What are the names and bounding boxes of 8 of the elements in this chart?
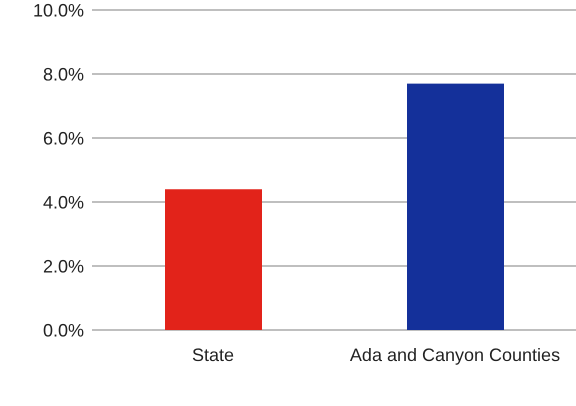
x-tick-label: Ada and Canyon Counties <box>350 344 560 365</box>
x-tick-label: State <box>192 344 234 365</box>
y-tick-label: 4.0% <box>42 192 84 212</box>
y-tick-label: 2.0% <box>42 256 84 276</box>
y-tick-label: 6.0% <box>42 128 84 148</box>
y-tick-label: 10.0% <box>32 0 84 20</box>
y-tick-label: 0.0% <box>42 320 84 340</box>
y-tick-label: 8.0% <box>42 64 84 84</box>
